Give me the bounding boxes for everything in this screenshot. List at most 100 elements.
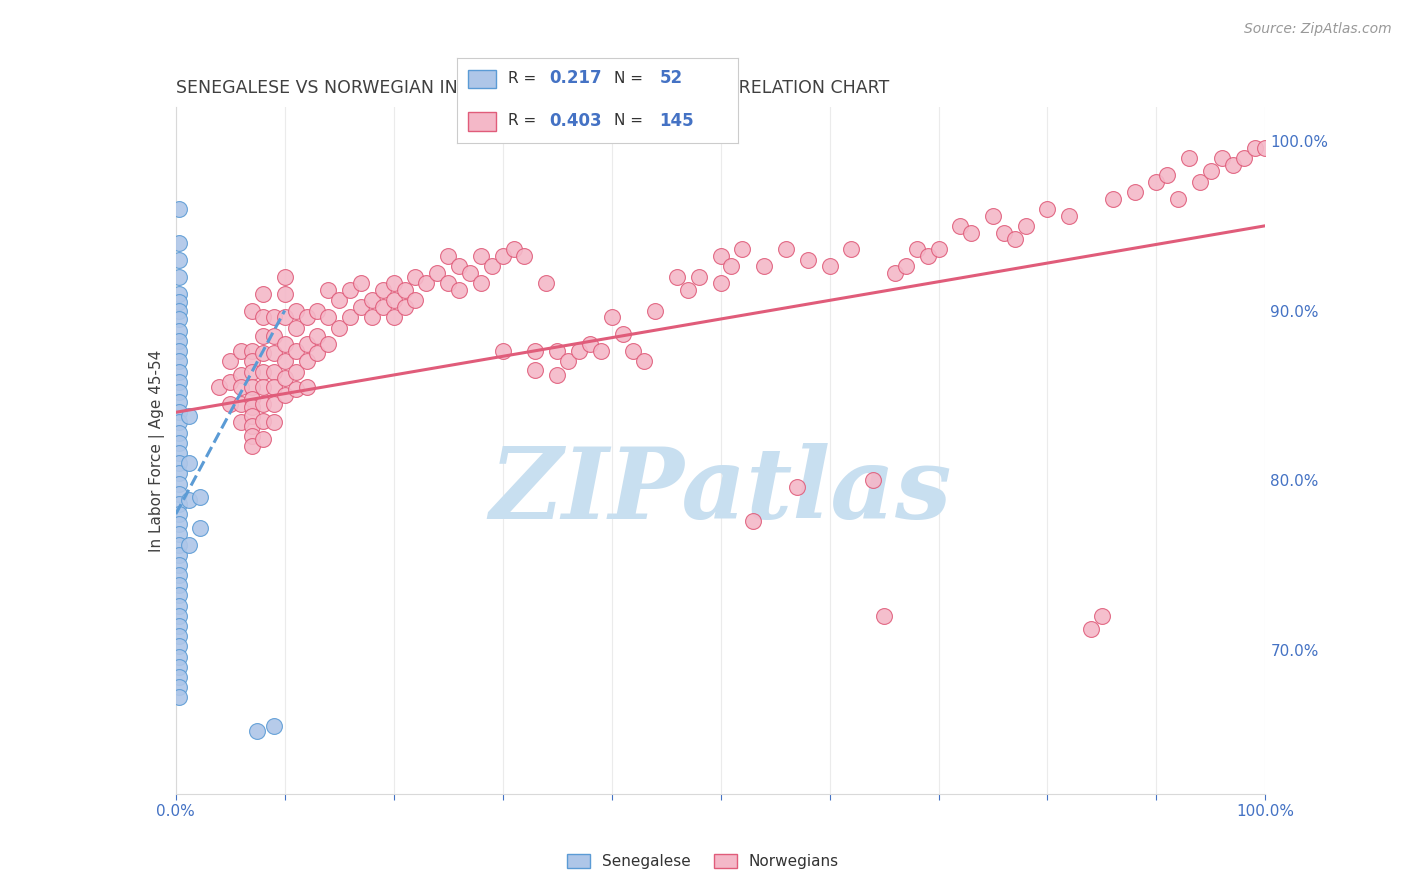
Point [350,300,373,314]
Point [274,269,297,284]
Point [1222,158,1244,172]
Point [405,293,427,308]
Point [339,283,361,297]
Point [167,548,190,562]
Point [167,497,190,511]
Point [263,416,285,430]
Point [905,243,928,257]
Point [437,277,460,291]
Point [589,344,612,359]
Point [240,303,263,318]
Point [1178,151,1201,165]
Text: SENEGALESE VS NORWEGIAN IN LABOR FORCE | AGE 45-54 CORRELATION CHART: SENEGALESE VS NORWEGIAN IN LABOR FORCE |… [176,79,889,97]
Point [579,337,602,351]
Point [167,405,190,419]
Point [274,371,297,385]
Point [688,269,710,284]
Point [534,277,557,291]
Point [1167,192,1189,206]
Point [307,346,329,360]
Point [219,354,242,368]
Point [405,269,427,284]
Point [263,397,285,411]
Point [666,269,689,284]
Point [981,209,1004,223]
Point [873,608,896,623]
Point [167,467,190,481]
Point [318,337,340,351]
Text: N =: N = [614,113,648,128]
Point [219,375,242,389]
Point [524,363,547,377]
Point [1091,608,1114,623]
Point [263,365,285,379]
Point [394,283,416,297]
Point [231,397,253,411]
Point [350,277,373,291]
Point [318,310,340,325]
Point [513,249,536,263]
Point [167,344,190,359]
Point [307,329,329,343]
Point [754,260,776,274]
Point [252,346,274,360]
Point [600,310,623,325]
Text: ZIPatlas: ZIPatlas [489,443,952,540]
Point [167,680,190,694]
Bar [468,112,496,131]
Point [426,266,449,280]
Point [644,303,666,318]
Point [167,608,190,623]
Point [742,514,765,528]
Point [382,277,405,291]
Point [252,433,274,447]
Point [284,320,307,334]
Point [993,226,1015,240]
Point [240,418,263,433]
Point [167,286,190,301]
Point [252,329,274,343]
Point [295,337,318,351]
Point [167,578,190,592]
Point [167,538,190,552]
Point [231,416,253,430]
Point [274,310,297,325]
Point [167,295,190,310]
Point [167,619,190,633]
Point [231,380,253,394]
Point [263,329,285,343]
Point [167,425,190,440]
Text: 0.217: 0.217 [550,70,602,87]
Point [167,202,190,216]
Point [252,310,274,325]
Point [240,380,263,394]
Point [263,310,285,325]
Point [371,283,394,297]
Point [1199,164,1222,178]
Point [458,266,481,280]
Point [502,243,524,257]
Text: 145: 145 [659,112,695,129]
Point [177,456,200,470]
Point [1144,175,1167,189]
Point [167,629,190,643]
Point [167,384,190,399]
Point [246,724,269,739]
Point [621,344,644,359]
Point [231,344,253,359]
Point [167,446,190,460]
Point [284,303,307,318]
Point [382,293,405,308]
Point [167,354,190,368]
Point [307,303,329,318]
Point [894,260,917,274]
Point [274,286,297,301]
Point [167,558,190,572]
Point [240,392,263,406]
Text: Source: ZipAtlas.com: Source: ZipAtlas.com [1244,22,1392,37]
Point [360,293,382,308]
Point [263,346,285,360]
Point [1123,185,1146,199]
Point [295,380,318,394]
Point [546,368,568,382]
